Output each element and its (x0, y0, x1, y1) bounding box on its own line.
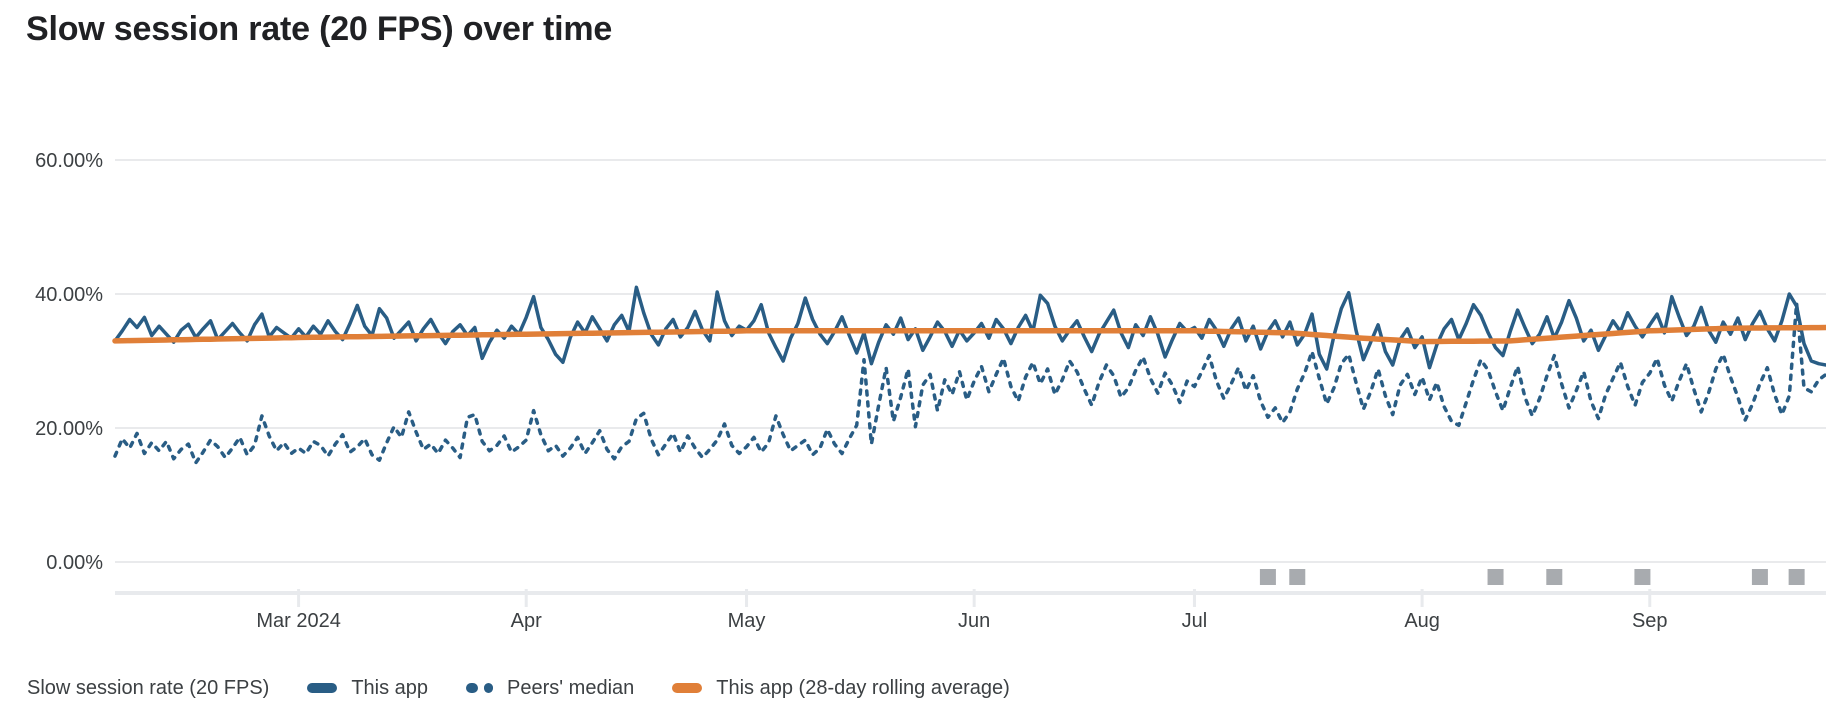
release-marker-icon[interactable] (1634, 569, 1651, 585)
solid-line-swatch-icon (672, 683, 703, 693)
x-axis: Mar 2024 Apr May Jun Jul Aug Sep (115, 589, 1826, 632)
y-axis-tick-label: 20.00% (35, 418, 103, 440)
solid-line-swatch-icon (307, 683, 338, 693)
legend-item-label: Peers' median (507, 676, 635, 699)
legend-item-label: This app (28-day rolling average) (716, 676, 1010, 699)
x-axis-baseline (115, 591, 1826, 595)
legend-item-rolling-average: This app (28-day rolling average) (672, 677, 1010, 700)
x-axis-tick-label: Aug (1404, 610, 1440, 632)
legend-metric-label: Slow session rate (20 FPS) (27, 676, 270, 699)
y-gridlines: 0.00% 20.00% 40.00% 60.00% (35, 150, 1826, 574)
release-marker-icon[interactable] (1487, 569, 1504, 585)
legend-item-this-app: This app (307, 677, 428, 700)
chart-legend: Slow session rate (20 FPS) This app Peer… (27, 674, 1010, 702)
y-axis-tick-label: 40.00% (35, 284, 103, 306)
x-axis-tick-label: Sep (1632, 610, 1668, 632)
release-marker-icon[interactable] (1751, 569, 1768, 585)
x-axis-tick-label: Mar 2024 (256, 610, 341, 632)
chart-area: 0.00% 20.00% 40.00% 60.00% Mar 2024 Apr May Jun… (0, 95, 1826, 645)
legend-item-peers-median: Peers' median (466, 677, 634, 700)
y-axis-tick-label: 60.00% (35, 150, 103, 172)
page-title: Slow session rate (20 FPS) over time (26, 10, 613, 48)
release-markers (1259, 569, 1805, 585)
release-marker-icon[interactable] (1546, 569, 1563, 585)
peers-median-line (113, 301, 1826, 465)
release-marker-icon[interactable] (1788, 569, 1805, 585)
dotted-line-swatch-icon (466, 683, 494, 693)
release-marker-icon[interactable] (1289, 569, 1306, 585)
x-axis-tick-label: Apr (511, 610, 542, 632)
this-app-line (113, 285, 1826, 371)
x-axis-tick-label: Jun (958, 610, 990, 632)
x-axis-tick-label: May (728, 610, 766, 632)
chart-svg: 0.00% 20.00% 40.00% 60.00% Mar 2024 Apr May Jun… (35, 150, 1826, 632)
x-axis-tick-label: Jul (1182, 610, 1208, 632)
release-marker-icon[interactable] (1259, 569, 1276, 585)
rolling-average-line (112, 324, 1826, 345)
y-axis-tick-label: 0.00% (46, 552, 103, 574)
legend-item-label: This app (351, 676, 429, 699)
